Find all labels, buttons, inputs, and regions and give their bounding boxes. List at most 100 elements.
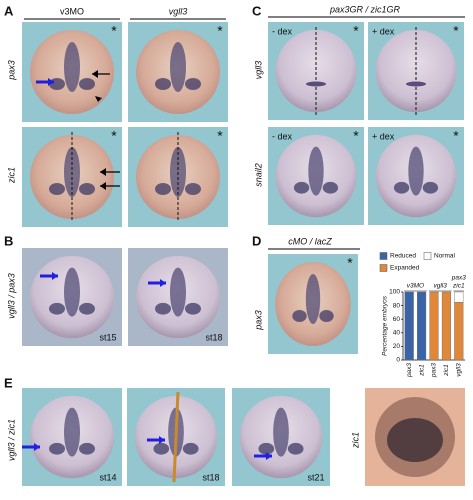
bar [417, 291, 427, 361]
arrow-head [266, 452, 272, 460]
y-tick-label: 20 [393, 343, 401, 350]
label: vgll3 / zic1 [6, 419, 16, 461]
arrow-head [48, 78, 54, 86]
label: D [252, 233, 261, 248]
stain [305, 274, 321, 324]
stain [287, 442, 304, 455]
label: vgll3 [253, 61, 263, 80]
stain [79, 302, 95, 315]
stain [64, 267, 80, 317]
label: Expanded [390, 265, 420, 272]
stain [79, 183, 95, 195]
label: - dex [272, 131, 293, 141]
stain [322, 181, 339, 194]
stain [64, 407, 80, 457]
stain [170, 267, 186, 317]
stain [258, 442, 275, 455]
bar [454, 302, 464, 361]
arrow-head [52, 272, 58, 280]
label: v3MO [60, 6, 84, 16]
stain [155, 183, 171, 195]
label: - dex [272, 26, 293, 36]
arrow-head [100, 182, 106, 190]
arrow-head [160, 279, 166, 287]
stain [292, 310, 307, 322]
label: cMO / lacZ [288, 236, 332, 246]
stain [308, 146, 324, 196]
stain [153, 442, 170, 455]
stain [155, 78, 171, 90]
label: + dex [372, 26, 395, 36]
stain [49, 183, 65, 195]
label: zic1 [452, 283, 465, 290]
stain [422, 181, 439, 194]
arrow-head [100, 168, 106, 176]
x-tick-label: zic1 [418, 364, 425, 377]
label: B [4, 233, 13, 248]
label: v3MO [407, 283, 424, 290]
embryo [275, 29, 357, 113]
stain [319, 310, 334, 322]
label: * [217, 128, 223, 144]
stain [293, 181, 310, 194]
legend-swatch [379, 264, 388, 272]
label: snail2 [253, 163, 263, 187]
label: * [453, 128, 459, 144]
label: st14 [99, 472, 116, 482]
stain [49, 442, 65, 455]
label: * [111, 23, 117, 39]
stain [49, 302, 65, 315]
legend-swatch [379, 252, 388, 260]
label: * [217, 23, 223, 39]
label: st18 [205, 332, 222, 342]
stain [170, 42, 186, 92]
stain [185, 78, 201, 90]
stain [408, 146, 424, 196]
y-tick-label: 100 [389, 289, 400, 296]
suture [172, 391, 180, 483]
arrow-head [159, 436, 165, 444]
stain [185, 183, 201, 195]
x-tick-label: vgll3 [456, 363, 463, 377]
stain [79, 442, 95, 455]
label: * [453, 23, 459, 39]
x-tick-label: zic1 [443, 364, 450, 377]
bar [429, 291, 439, 361]
stain [387, 418, 443, 462]
legend-swatch [423, 252, 432, 260]
arrow-head [34, 443, 40, 451]
bar [441, 291, 451, 361]
y-tick-label: 80 [393, 302, 401, 309]
arrow-head [95, 96, 102, 102]
x-tick-label: pax3 [406, 363, 413, 378]
label: pax3GR / zic1GR [329, 4, 401, 14]
label: zic1 [6, 167, 16, 184]
stain [273, 407, 289, 457]
y-tick-label: 0 [396, 357, 400, 364]
bar [404, 291, 414, 361]
label: * [347, 255, 353, 271]
label: Percentage embryos [382, 295, 389, 356]
stain [306, 81, 326, 87]
x-tick-label: pax3 [431, 363, 438, 378]
label: st15 [99, 332, 116, 342]
label: pax3 [6, 60, 16, 81]
label: st21 [307, 472, 324, 482]
stain [185, 302, 201, 315]
label: vgll3 / pax3 [6, 273, 16, 319]
label: * [111, 128, 117, 144]
label: * [353, 23, 359, 39]
label: + dex [372, 131, 395, 141]
label: vgll3 [434, 283, 448, 290]
label: st18 [202, 472, 219, 482]
stain [406, 81, 426, 87]
arrow-head [92, 70, 98, 78]
embryo [375, 29, 457, 113]
label: Reduced [390, 253, 416, 260]
y-tick-label: 40 [393, 330, 401, 337]
stain [49, 78, 65, 90]
label: pax3 [451, 275, 466, 282]
label: C [252, 3, 262, 18]
label: zic1 [350, 432, 360, 449]
y-tick-label: 60 [393, 316, 401, 323]
